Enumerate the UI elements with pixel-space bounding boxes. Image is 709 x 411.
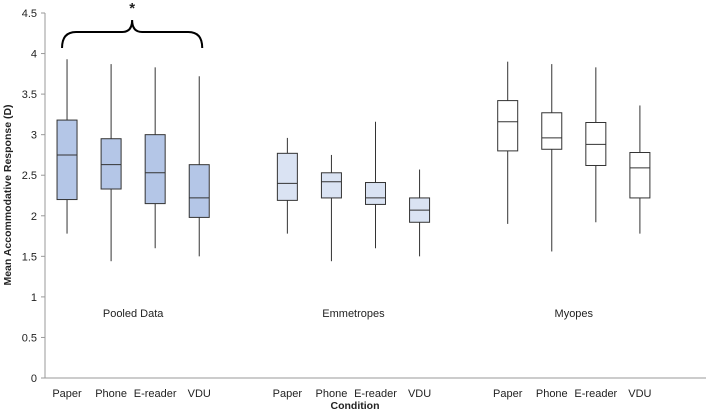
annotations: * <box>61 0 204 49</box>
box-myopes-vdu <box>629 105 651 234</box>
category-label: VDU <box>628 388 651 400</box>
box-emmetropes-vdu <box>409 169 431 257</box>
category-label: VDU <box>408 388 431 400</box>
category-label: E-reader <box>354 388 397 400</box>
significance-star: * <box>129 0 135 17</box>
box-myopes-e-reader <box>585 67 607 223</box>
box-pooled-data-paper <box>56 59 78 234</box>
x-axis-title: Condition <box>331 400 380 411</box>
box-pooled-data-e-reader <box>144 67 166 249</box>
category-label: Phone <box>316 388 348 400</box>
category-label: Phone <box>95 388 127 400</box>
box-myopes-phone <box>541 64 563 252</box>
iqr-box <box>497 100 519 152</box>
y-tick-label: 0 <box>31 373 37 385</box>
y-tick-label: 2 <box>31 211 37 223</box>
box-emmetropes-e-reader <box>365 121 386 249</box>
category-label: Paper <box>273 388 303 400</box>
y-tick-label: 3.5 <box>22 89 37 101</box>
category-label: Paper <box>52 388 82 400</box>
y-axis-title: Mean Accommodative Response (D) <box>2 104 14 285</box>
group-label: Emmetropes <box>322 308 385 320</box>
category-label: E-reader <box>574 388 617 400</box>
box-myopes-paper <box>497 61 519 224</box>
significance-bracket <box>61 19 204 49</box>
y-tick-label: 2.5 <box>22 170 37 182</box>
group-label: Pooled Data <box>103 308 164 320</box>
iqr-box <box>320 172 342 199</box>
category-label: Phone <box>536 388 568 400</box>
box-emmetropes-paper <box>276 137 298 234</box>
y-tick-label: 1 <box>31 292 37 304</box>
y-axis: 0 0.5 1 1.5 2 2.5 3 3.5 4 4.5 <box>22 8 46 385</box>
box-emmetropes-phone <box>320 154 342 262</box>
category-labels: Paper Phone E-reader VDU Pooled Data Paper Pho… <box>52 308 651 400</box>
y-tick-label: 0.5 <box>22 332 37 344</box>
iqr-box <box>365 182 386 205</box>
iqr-box <box>100 138 122 190</box>
box-series <box>56 59 651 262</box>
y-tick-label: 4 <box>31 49 37 61</box>
y-tick-label: 1.5 <box>22 251 37 263</box>
box-pooled-data-phone <box>100 64 122 262</box>
group-label: Myopes <box>555 308 594 320</box>
category-label: VDU <box>188 388 211 400</box>
category-label: Paper <box>493 388 523 400</box>
iqr-box <box>541 112 563 150</box>
iqr-box <box>188 164 210 218</box>
category-label: E-reader <box>134 388 177 400</box>
iqr-box <box>144 134 166 205</box>
iqr-box <box>56 119 78 201</box>
y-tick-label: 4.5 <box>22 8 37 20</box>
iqr-box <box>629 152 651 199</box>
box-pooled-data-vdu <box>188 76 210 257</box>
y-tick-label: 3 <box>31 130 37 142</box>
iqr-box <box>276 152 298 201</box>
